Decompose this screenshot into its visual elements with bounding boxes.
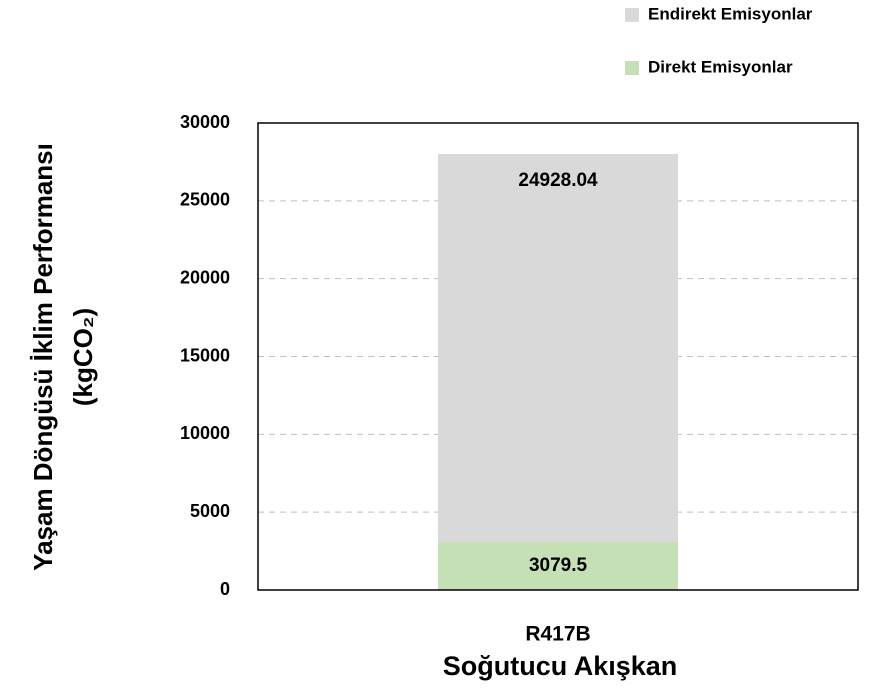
y-tick-label: 5000 — [190, 501, 230, 521]
y-axis-label: Yaşam Döngüsü İklim Performansı (kgCO₂) — [28, 143, 98, 571]
plot-border — [257, 122, 859, 591]
y-tick-label: 0 — [220, 579, 230, 599]
legend-label: Direkt Emisyonlar — [648, 57, 793, 76]
data-label: 24928.04 — [518, 170, 598, 191]
y-tick-label: 10000 — [180, 423, 230, 443]
bar-segment — [438, 154, 678, 543]
legend-label: Endirekt Emisyonlar — [648, 4, 813, 23]
x-axis-label: Soğutucu Akışkan — [443, 651, 678, 681]
y-tick-label: 25000 — [180, 190, 230, 210]
y-tick-label: 15000 — [180, 345, 230, 365]
y-axis-label-line: Yaşam Döngüsü İklim Performansı — [28, 143, 58, 571]
legend-swatch — [625, 8, 639, 22]
y-tick-label: 30000 — [180, 112, 230, 132]
y-tick-label: 20000 — [180, 267, 230, 287]
y-axis-label-line: (kgCO₂) — [68, 308, 98, 406]
bar-segment — [438, 542, 678, 590]
x-tick-label: R417B — [525, 623, 590, 646]
data-label: 3079.5 — [529, 555, 588, 576]
legend-swatch — [625, 61, 639, 75]
